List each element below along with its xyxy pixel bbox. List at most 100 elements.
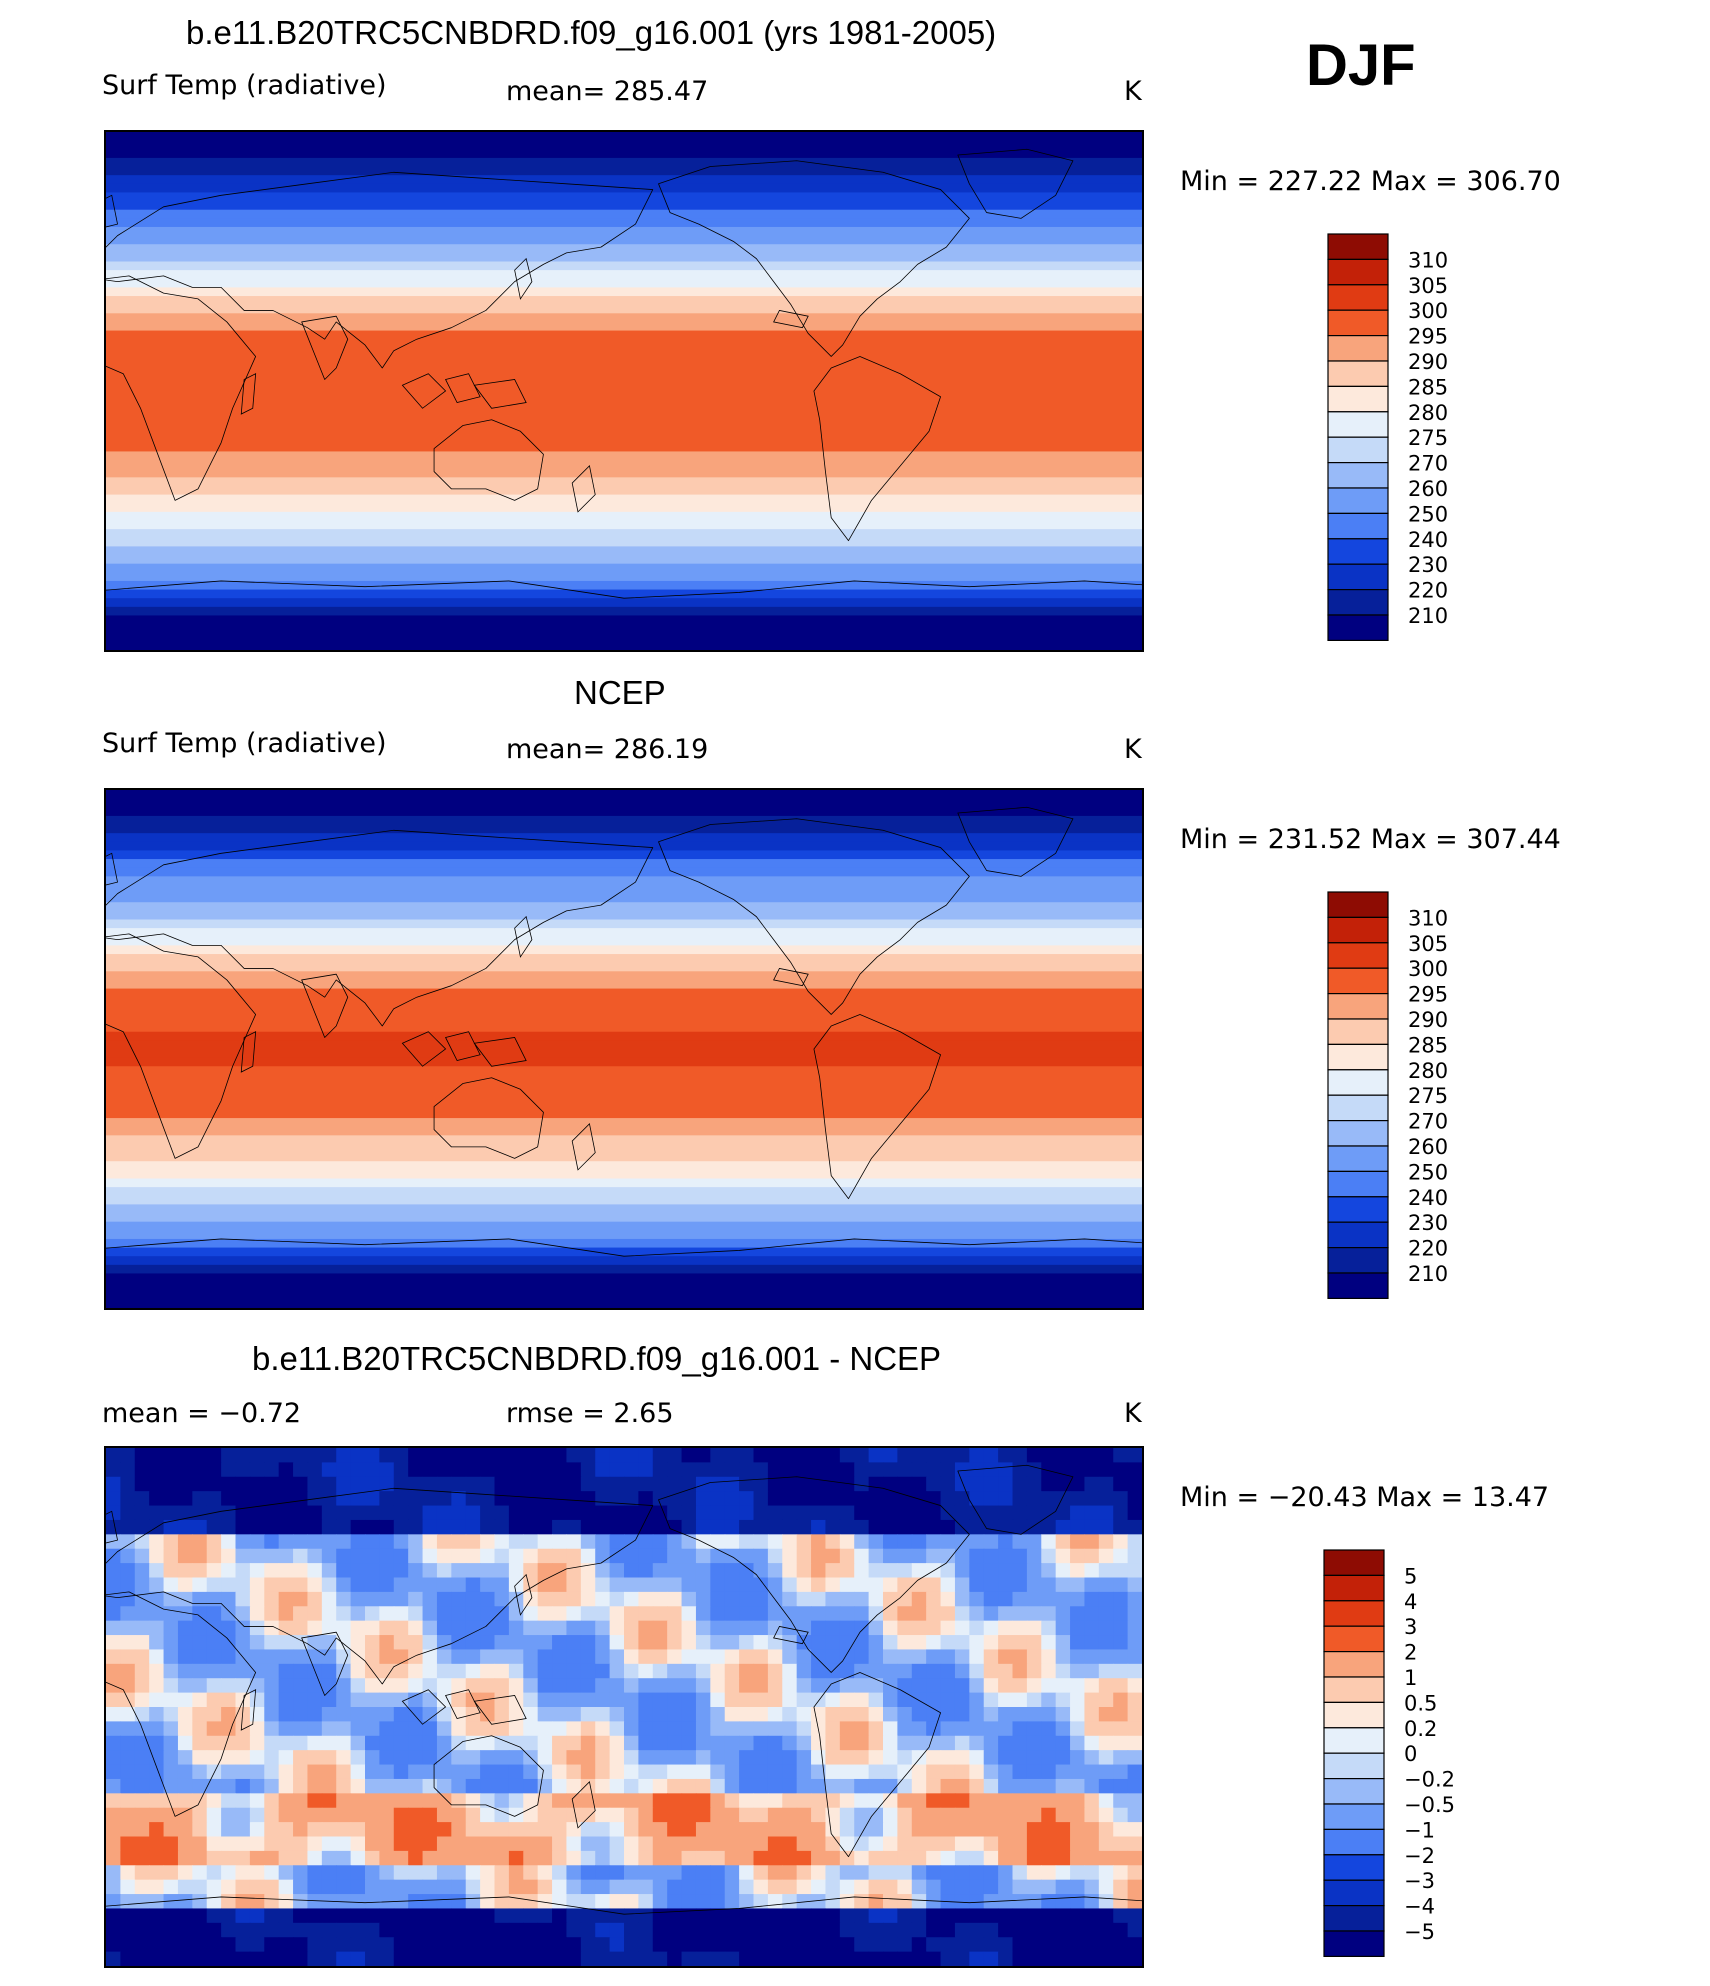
- heatmap-cell: [192, 1563, 208, 1579]
- heatmap-cell: [451, 1635, 467, 1651]
- heatmap-cell: [465, 1807, 481, 1823]
- colorbar-tick-label: 0.5: [1404, 1691, 1437, 1715]
- heatmap-cell: [350, 1534, 366, 1550]
- heatmap-cell: [969, 1577, 985, 1593]
- heatmap-cell: [767, 1879, 783, 1895]
- heatmap-cell: [523, 1793, 539, 1809]
- heatmap-cell: [1113, 1836, 1129, 1852]
- heatmap-cell: [1113, 1922, 1129, 1938]
- heatmap-band: [106, 1135, 1142, 1145]
- heatmap-cell: [264, 1778, 280, 1794]
- colorbar-box: [1327, 1145, 1389, 1172]
- heatmap-cell: [595, 1635, 611, 1651]
- heatmap-cell: [1055, 1678, 1071, 1694]
- heatmap-cell: [652, 1894, 668, 1910]
- heatmap-cell: [278, 1692, 294, 1708]
- heatmap-cell: [811, 1649, 827, 1665]
- heatmap-band: [106, 606, 1142, 617]
- heatmap-cell: [954, 1721, 970, 1737]
- heatmap-cell: [609, 1448, 625, 1463]
- heatmap-cell: [609, 1908, 625, 1924]
- heatmap-cell: [839, 1922, 855, 1938]
- heatmap-cell: [264, 1951, 280, 1966]
- heatmap-cell: [552, 1620, 568, 1636]
- heatmap-cell: [249, 1937, 265, 1953]
- heatmap-cell: [365, 1865, 380, 1881]
- heatmap-cell: [667, 1548, 683, 1564]
- heatmap-cell: [408, 1937, 424, 1953]
- heatmap-cell: [969, 1807, 985, 1823]
- heatmap-cell: [825, 1836, 841, 1852]
- heatmap-cell: [595, 1491, 611, 1507]
- heatmap-cell: [177, 1836, 193, 1852]
- heatmap-cell: [1127, 1491, 1142, 1507]
- colorbar-box: [1327, 916, 1389, 944]
- heatmap-cell: [753, 1894, 769, 1910]
- heatmap-cell: [954, 1836, 970, 1852]
- heatmap-cell: [293, 1534, 309, 1550]
- heatmap-cell: [825, 1519, 841, 1535]
- heatmap-cell: [293, 1591, 309, 1607]
- heatmap-cell: [624, 1548, 639, 1564]
- heatmap-cell: [595, 1850, 611, 1866]
- heatmap-cell: [134, 1620, 150, 1636]
- heatmap-cell: [883, 1807, 898, 1823]
- heatmap-cell: [998, 1778, 1014, 1794]
- heatmap-cell: [811, 1707, 827, 1722]
- heatmap-cell: [580, 1635, 596, 1651]
- heatmap-cell: [494, 1563, 510, 1579]
- heatmap-cell: [1041, 1793, 1057, 1809]
- heatmap-cell: [897, 1577, 913, 1593]
- heatmap-cell: [523, 1505, 539, 1521]
- heatmap-cell: [192, 1735, 208, 1751]
- heatmap-cell: [624, 1620, 639, 1636]
- heatmap-cell: [177, 1692, 193, 1708]
- heatmap-cell: [883, 1894, 898, 1910]
- heatmap-cell: [264, 1606, 280, 1622]
- heatmap-cell: [1084, 1591, 1100, 1607]
- heatmap-cell: [638, 1476, 654, 1492]
- heatmap-cell: [350, 1707, 366, 1722]
- heatmap-cell: [667, 1879, 683, 1895]
- heatmap-cell: [1098, 1692, 1114, 1708]
- heatmap-cell: [436, 1563, 452, 1579]
- heatmap-cell: [1041, 1491, 1057, 1507]
- heatmap-band: [106, 1074, 1142, 1085]
- heatmap-cell: [681, 1721, 697, 1737]
- heatmap-cell: [652, 1807, 668, 1823]
- heatmap-cell: [120, 1937, 136, 1953]
- heatmap-cell: [1113, 1778, 1129, 1794]
- heatmap-cell: [638, 1462, 654, 1478]
- heatmap-cell: [149, 1591, 165, 1607]
- heatmap-cell: [796, 1476, 812, 1492]
- heatmap-cell: [451, 1850, 467, 1866]
- heatmap-cell: [782, 1591, 798, 1607]
- heatmap-cell: [652, 1750, 668, 1766]
- heatmap-cell: [235, 1894, 251, 1910]
- heatmap-cell: [595, 1822, 611, 1838]
- heatmap-cell: [710, 1735, 726, 1751]
- heatmap-cell: [134, 1908, 150, 1924]
- heatmap-cell: [897, 1778, 913, 1794]
- heatmap-cell: [1070, 1577, 1086, 1593]
- heatmap-cell: [811, 1534, 827, 1550]
- heatmap-cell: [1084, 1850, 1100, 1866]
- heatmap-cell: [638, 1721, 654, 1737]
- colorbar-box: [1323, 1905, 1385, 1932]
- heatmap-cell: [695, 1721, 711, 1737]
- heatmap-cell: [638, 1764, 654, 1780]
- heatmap-cell: [278, 1951, 294, 1966]
- heatmap-cell: [782, 1505, 798, 1521]
- heatmap-cell: [192, 1850, 208, 1866]
- heatmap-cell: [1084, 1563, 1100, 1579]
- heatmap-band: [106, 1195, 1142, 1205]
- heatmap-cell: [192, 1707, 208, 1722]
- heatmap-cell: [379, 1649, 395, 1665]
- heatmap-cell: [480, 1922, 496, 1938]
- heatmap-cell: [379, 1735, 395, 1751]
- heatmap-cell: [926, 1635, 942, 1651]
- heatmap-cell: [739, 1591, 755, 1607]
- heatmap-cell: [710, 1793, 726, 1809]
- heatmap-cell: [350, 1807, 366, 1823]
- heatmap-cell: [436, 1678, 452, 1694]
